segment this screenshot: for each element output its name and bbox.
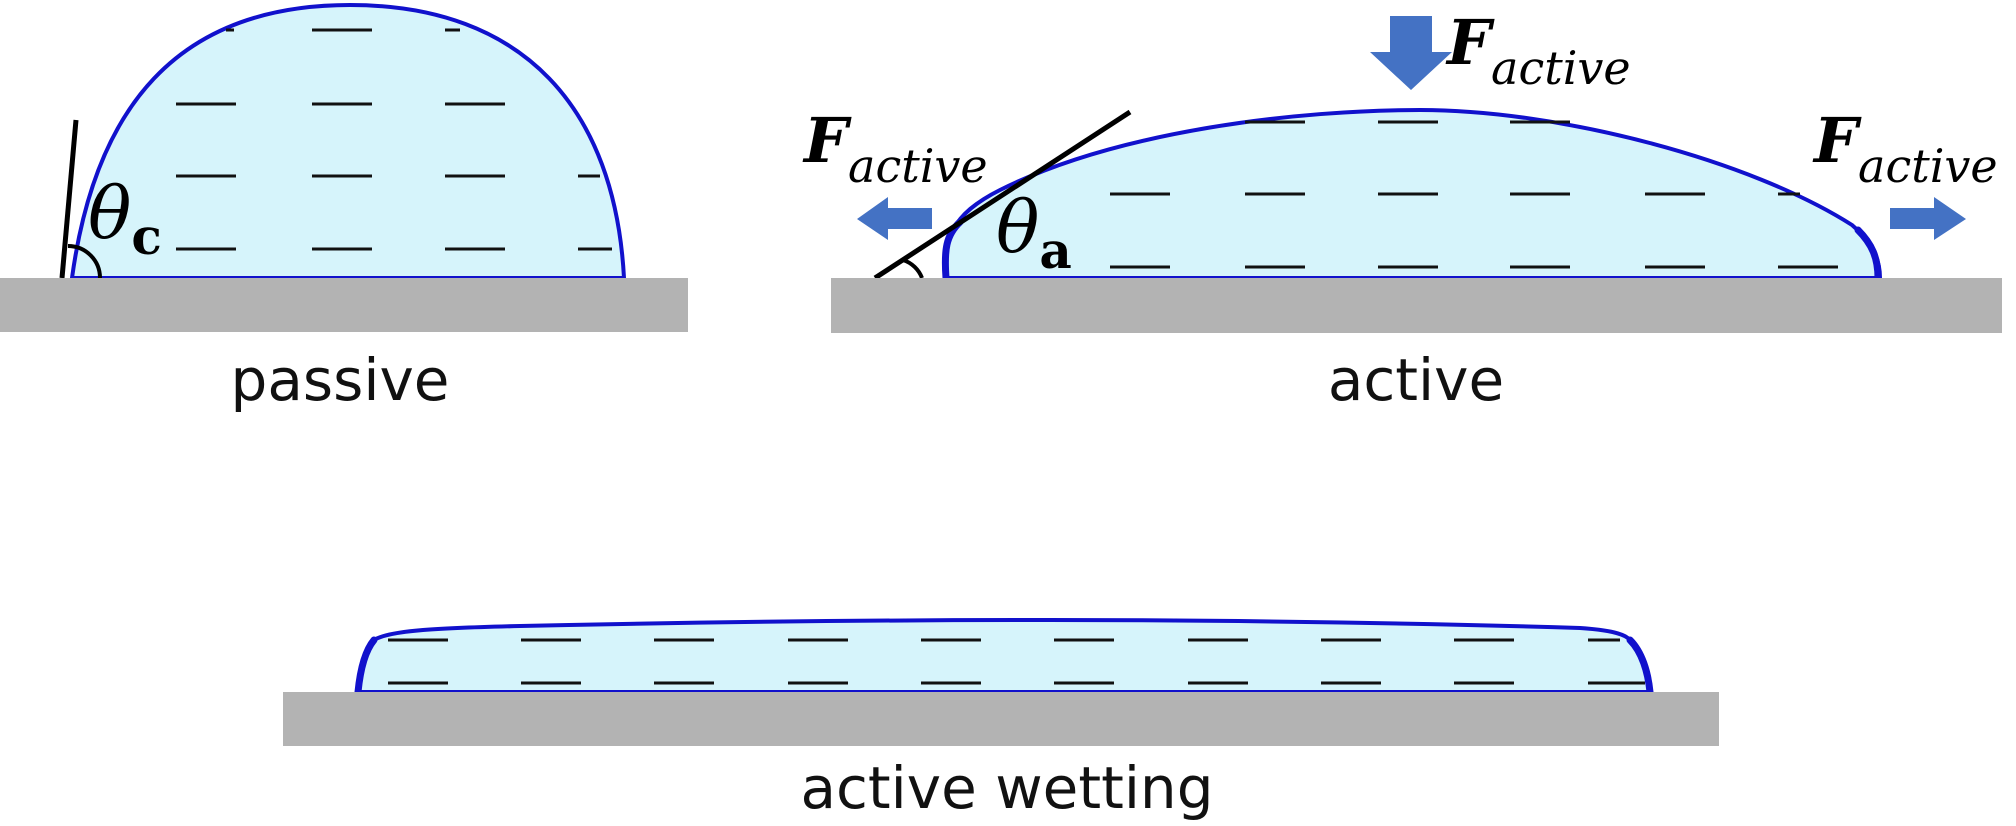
active-force-label-right: Factive [1812,104,1998,193]
left-arrow-icon [857,197,932,240]
panel-active-wetting: active wetting [283,617,1719,822]
passive-angle-arc [67,244,102,279]
active-substrate [831,278,2002,333]
active-contact-angle-label: θa [996,185,1072,280]
passive-tangent-line [59,119,79,279]
active-wetting-substrate [283,692,1719,746]
active-force-label-top: Factive [1445,6,1631,95]
right-arrow-icon [1890,197,1966,240]
active-liquid-dashes [1110,120,1838,269]
active-wetting-film [354,617,1653,694]
active-wetting-left-edge [354,636,378,696]
passive-contact-angle-label: θc [88,171,162,266]
passive-substrate [0,278,688,332]
passive-liquid-dashes [176,28,612,251]
active-wetting-liquid-dashes [388,638,1645,685]
active-force-label-left: Factive [802,104,988,193]
active-wetting-right-edge [1626,636,1654,696]
active-angle-arc [902,258,924,279]
active-droplet-right-edge [1854,226,1882,282]
panel-active: θa Factive Factive Factive active [802,6,2002,414]
active-wetting-caption: active wetting [800,754,1213,822]
down-arrow-icon [1370,16,1452,90]
active-caption: active [1328,346,1504,414]
panel-passive: θc passive [0,2,688,414]
passive-droplet [69,2,627,280]
passive-caption: passive [231,346,450,414]
active-tangent-line [873,109,1132,281]
